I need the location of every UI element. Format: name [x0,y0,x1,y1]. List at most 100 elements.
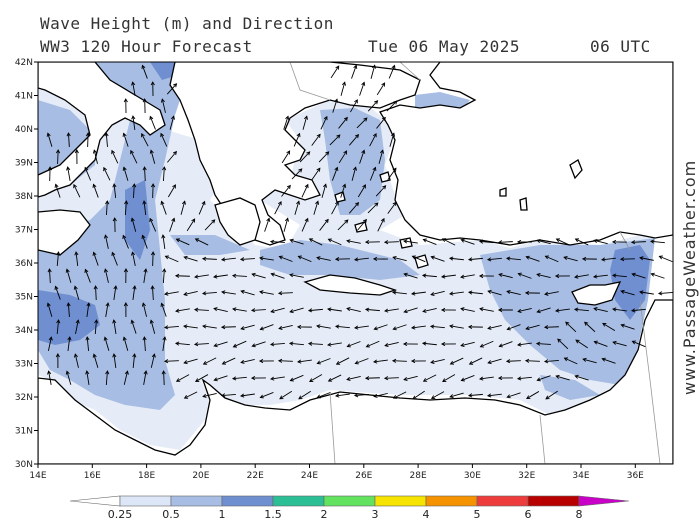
wave-arrow [536,273,551,279]
wave-arrow-head [231,273,237,278]
forecast-time: 06 UTC [590,37,651,56]
wave-arrow-head [149,319,154,324]
wave-arrow [365,308,380,312]
lon-tick-label: 26E [355,471,372,481]
wave-arrow [583,358,597,364]
wave-arrow [252,273,266,279]
wave-arrow-head [162,268,167,273]
wave-arrow [141,133,149,147]
wave-arrow-head [384,342,389,347]
wave-zone-high-adriatic [150,62,178,80]
wave-arrow [298,255,312,263]
wave-arrow [176,238,190,246]
wave-arrow [260,324,274,330]
wave-arrow [105,303,109,317]
wave-arrow [357,184,366,198]
wave-arrow-head [103,234,109,239]
wave-arrow [351,167,357,181]
wave-arrow-head [66,166,71,171]
wave-arrow [449,325,464,329]
wave-arrow-head [467,290,473,295]
wave-arrow [479,376,494,380]
wave-arrow [354,394,369,396]
peloponnese-coast [214,197,261,246]
wave-arrow-head [213,274,218,279]
wave-arrow-head [289,377,294,382]
lon-tick-label: 16E [84,471,101,481]
wave-arrow-head [309,378,314,383]
wave-arrow-head [258,358,264,364]
wave-arrow-head [620,323,625,328]
wave-arrow-head [164,291,169,296]
wave-arrow [468,393,483,397]
wave-arrow [335,393,350,397]
wave-arrow-head [304,115,308,120]
wave-arrow-head [131,251,136,256]
wave-arrow-head [163,325,169,330]
wave-arrow [309,238,323,246]
wave-arrow [639,257,654,261]
wave-arrow [279,256,293,262]
wave-arrow [164,360,179,362]
wave-arrow-head [324,218,329,223]
wave-arrow-head [505,359,511,364]
wave-arrow [221,257,236,261]
wave-arrow [537,307,551,313]
wave-arrow [160,133,168,147]
wave-arrow [367,100,378,112]
wave-arrow-head [334,166,339,171]
lon-tick-label: 18E [138,471,155,481]
wave-arrow-head [422,238,427,243]
wave-arrow [526,256,540,262]
wave-arrow-head [191,218,196,223]
wave-arrow [423,374,437,382]
wave-arrow-head [183,394,189,399]
wave-arrow-head [131,81,136,86]
wave-arrow-head [352,166,357,171]
wave-arrow [356,117,368,129]
legend-swatch [425,495,478,507]
lat-tick-label: 35N [15,293,33,303]
wave-arrow-head [565,321,570,326]
wave-arrow-head [430,359,435,364]
wave-arrow [271,307,285,313]
wave-arrow-head [323,115,328,121]
lat-tick-label: 32N [15,393,33,403]
wave-arrow [373,393,388,397]
wave-arrow-head [221,360,227,365]
wave-arrow [369,167,376,181]
wave-arrow-head [346,239,351,244]
wave-arrow [354,257,369,261]
wave-arrow [213,308,228,312]
wave-arrow-head [361,149,366,154]
wave-arrow-head [506,394,511,399]
wave-arrow-head [555,238,561,243]
wave-arrow [281,185,291,197]
wave-arrow-head [346,343,351,348]
wave-arrow [203,357,217,365]
wave-arrow [517,376,532,380]
lat-tick-label: 37N [15,226,33,236]
wave-arrow-head [73,183,77,189]
wave-arrow [461,239,475,245]
wave-arrow-head [279,395,284,400]
wave-arrow [544,326,559,328]
wave-arrow-head [306,151,311,156]
wave-arrow [575,238,589,246]
wave-arrow [274,201,282,215]
wave-arrow-head [517,272,522,277]
turkey-coast [379,62,673,246]
wave-arrow [518,273,532,279]
wave-arrow-head [269,239,275,244]
wave-arrow [450,357,464,365]
wave-arrow [67,167,71,181]
wave-arrow-head [56,319,61,324]
wave-arrow-head [381,116,386,122]
wave-arrow [331,201,339,215]
wave-arrow-head [393,100,398,105]
wave-arrow [593,239,608,245]
wave-arrow [357,219,367,231]
wave-arrow [214,341,228,347]
wave-arrow [340,82,346,96]
wave-arrow-head [123,98,128,103]
